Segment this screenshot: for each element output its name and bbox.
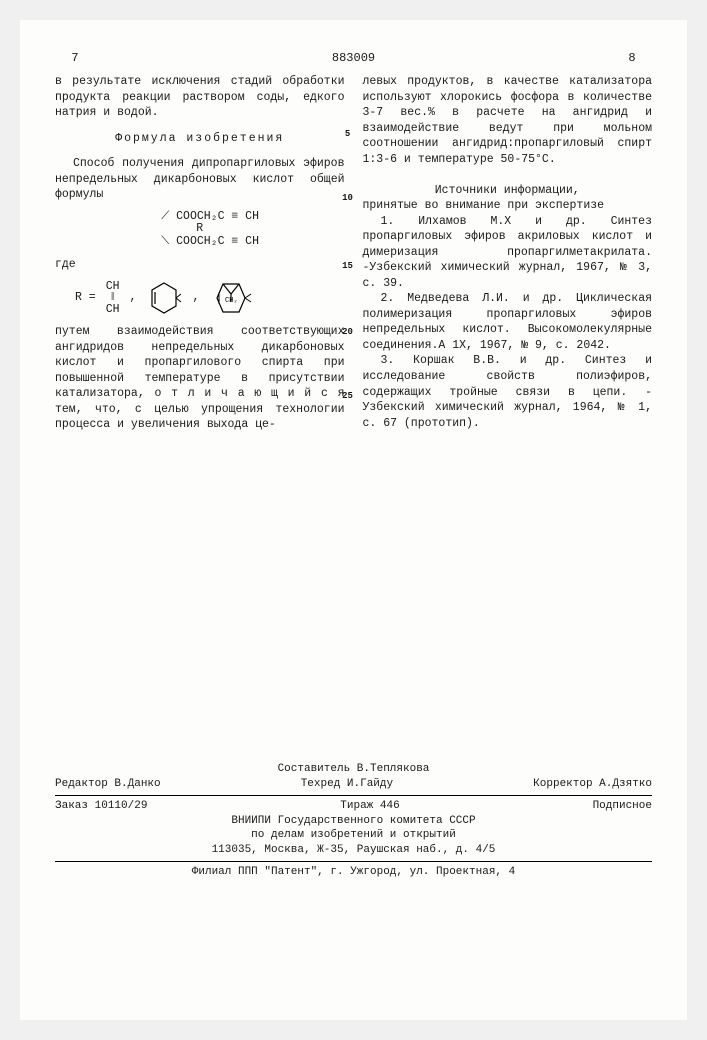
page-footer: Составитель В.Теплякова Редактор В.Данко… [55, 762, 652, 880]
divider-2 [55, 861, 652, 862]
document-number: 883009 [95, 50, 612, 66]
r-equals: R = [75, 292, 96, 305]
line-10: 10 [342, 192, 353, 204]
sources-heading: Источники информации, [363, 183, 653, 199]
r-definition: R = CH ‖ CH , , [55, 280, 345, 316]
techred: Техред И.Гайду [301, 777, 393, 792]
left-p3: путем взаимодействия соответствующих анг… [55, 324, 345, 433]
line-5: 5 [345, 128, 350, 140]
ref-2: 2. Медведева Л.И. и др. Циклическая поли… [363, 291, 653, 353]
chem-line-2: COOCH₂C ≡ CH [176, 235, 259, 248]
line-20: 20 [342, 326, 353, 338]
ch-double-bond: CH ‖ CH [106, 281, 120, 316]
compiler: Составитель В.Теплякова [55, 762, 652, 777]
page-number-left: 7 [55, 50, 95, 66]
chemical-formula-main: ⟋ COOCH₂C ≡ CH R ⟍ COOCH₂C ≡ CH [55, 211, 345, 249]
line-15: 15 [342, 260, 353, 272]
left-column: в результате исключения стадий обработки… [55, 74, 345, 433]
editor: Редактор В.Данко [55, 777, 161, 792]
org-line-2: по делам изобретений и открытий [55, 828, 652, 843]
bicyclic-icon: CH₂ [209, 280, 253, 316]
where-label: где [55, 257, 345, 273]
org-line-1: ВНИИПИ Государственного комитета СССР [55, 814, 652, 829]
address-1: 113035, Москва, Ж-35, Раушская наб., д. … [55, 843, 652, 858]
tirazh: Тираж 446 [340, 799, 399, 814]
right-column: левых продуктов, в качестве катализатора… [363, 74, 653, 433]
ref-3: 3. Коршак В.В. и др. Синтез и исследован… [363, 353, 653, 431]
chem-r: R [196, 222, 203, 235]
page-number-right: 8 [612, 50, 652, 66]
podpisnoe: Подписное [593, 799, 652, 814]
text-columns: в результате исключения стадий обработки… [55, 74, 652, 433]
credits-row: Редактор В.Данко Техред И.Гайду Корректо… [55, 777, 652, 792]
order-row: Заказ 10110/29 Тираж 446 Подписное [55, 799, 652, 814]
line-25: 25 [342, 390, 353, 402]
order-number: Заказ 10110/29 [55, 799, 147, 814]
left-p1: в результате исключения стадий обработки… [55, 74, 345, 121]
cyclohexene-icon [146, 280, 182, 316]
sources-sub: принятые во внимание при экспертизе [363, 198, 653, 214]
chem-line-1: COOCH₂C ≡ CH [176, 210, 259, 223]
corrector: Корректор А.Дзятко [533, 777, 652, 792]
filial: Филиал ППП "Патент", г. Ужгород, ул. Про… [55, 865, 652, 880]
patent-page: 7 883009 8 в результате исключения стади… [20, 20, 687, 1020]
formula-heading: Формула изобретения [55, 131, 345, 147]
divider [55, 795, 652, 796]
right-p1: левых продуктов, в качестве катализатора… [363, 74, 653, 167]
ref-1: 1. Илхамов М.Х и др. Синтез пропаргиловы… [363, 214, 653, 292]
svg-text:CH₂: CH₂ [225, 297, 238, 305]
page-header: 7 883009 8 [55, 50, 652, 66]
left-p2: Способ получения дипропаргиловых эфиров … [55, 156, 345, 203]
